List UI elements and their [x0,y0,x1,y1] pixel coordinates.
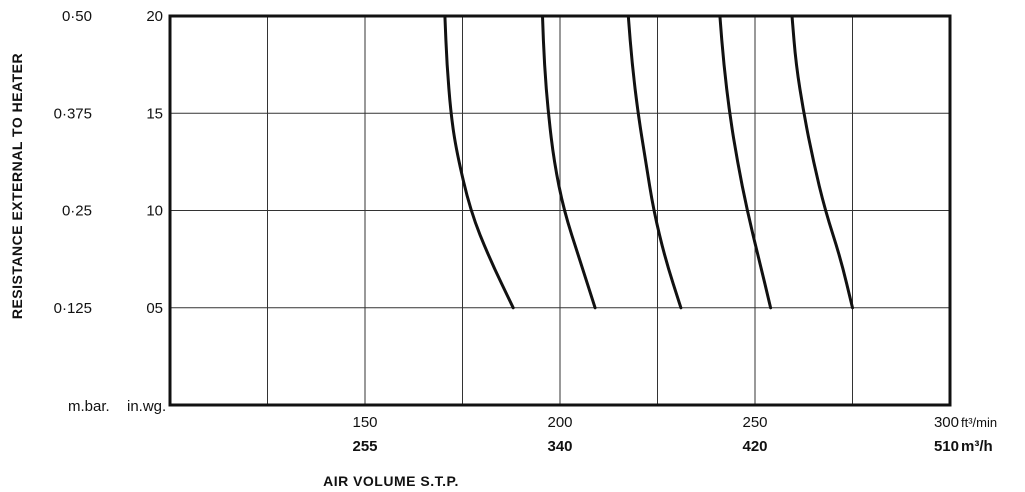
y-tick-label-mbar: 0·25 [62,203,92,220]
y-tick-label-mbar: 0·375 [54,105,92,122]
x-tick-label: 250 [742,414,767,431]
x-tick-label: 200 [547,414,572,431]
series-line-2 [541,14,597,310]
y-tick-label: 15 [146,105,163,122]
x-axis-title: AIR VOLUME S.T.P. [323,473,459,489]
y-tick-label: 20 [146,8,163,25]
series-group [443,14,854,310]
x-tick-label-metric: 255 [352,438,377,455]
x-unit2-label: m³/h [961,438,993,455]
series-line-3 [626,14,683,310]
y-tick-label-mbar: 0·50 [62,8,92,25]
series-line-5 [790,14,854,310]
grid [170,16,950,405]
x-tick-label-metric: 510 [934,438,959,455]
series-line-1 [443,14,515,310]
y-unit-right-label: in.wg. [127,398,166,415]
y-tick-label: 10 [146,203,163,220]
series-line-4 [718,14,773,310]
x-tick-label-metric: 420 [742,438,767,455]
y-unit-left-label: m.bar. [68,398,110,415]
x-tick-label: 150 [352,414,377,431]
plot-frame [168,14,952,407]
y-axis-title: RESISTANCE EXTERNAL TO HEATER [9,53,25,319]
ticks: 05 0·125 10 0·25 15 0·375 20 0·50 150 255 200 340 25… [54,8,959,455]
x-unit-label: ft³/min [961,415,997,430]
x-tick-label-metric: 340 [547,438,572,455]
y-tick-label: 05 [146,300,163,317]
y-tick-label-mbar: 0·125 [54,300,92,317]
x-tick-label: 300 [934,414,959,431]
